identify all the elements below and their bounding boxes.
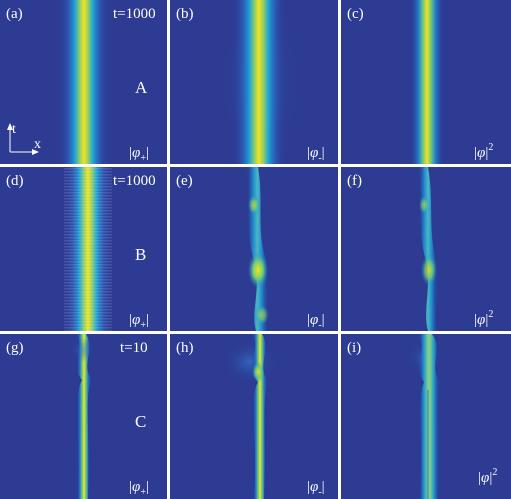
panel-label-e: (e)	[176, 173, 193, 189]
panel-label-c: (c)	[347, 6, 364, 22]
panel-g: (g) t=10 C |φ+|	[0, 334, 167, 499]
x-axis-label: x	[34, 137, 41, 152]
panel-label-g: (g)	[6, 340, 24, 356]
panel-label-h: (h)	[176, 340, 194, 356]
panel-a: (a) t=1000 A t x |φ+|	[0, 0, 167, 164]
panel-b: (b) |φ-|	[170, 0, 338, 164]
case-label-b: B	[135, 245, 146, 264]
t-axis-label: t	[12, 122, 16, 137]
panel-f: (f) |φ|2	[341, 167, 511, 331]
case-label-a: A	[135, 78, 148, 97]
row-b: (d) t=1000 B |φ+| (e) |φ-| (f) |φ|2	[0, 167, 511, 331]
time-label-c: t=10	[120, 340, 148, 356]
panel-h: (h) |φ-|	[170, 334, 338, 499]
panel-c: (c) |φ|2	[341, 0, 511, 164]
panel-label-f: (f)	[347, 173, 362, 189]
t-x-axis-indicator: t x	[7, 122, 41, 155]
panel-label-i: (i)	[347, 340, 361, 356]
time-label-b: t=1000	[113, 173, 156, 189]
panel-label-a: (a)	[6, 6, 23, 22]
case-label-c: C	[135, 412, 146, 431]
panel-d: (d) t=1000 B |φ+|	[0, 167, 167, 331]
time-label-a: t=1000	[113, 6, 156, 22]
panel-e: (e) |φ-|	[170, 167, 338, 331]
panel-label-b: (b)	[176, 6, 194, 22]
row-a: (a) t=1000 A t x |φ+| (b) |φ-|	[0, 0, 511, 164]
row-c: (g) t=10 C |φ+| (h) |φ-| (i) |φ|2	[0, 334, 511, 499]
panel-label-d: (d)	[6, 173, 24, 189]
panel-i: (i) |φ|2	[341, 334, 511, 499]
